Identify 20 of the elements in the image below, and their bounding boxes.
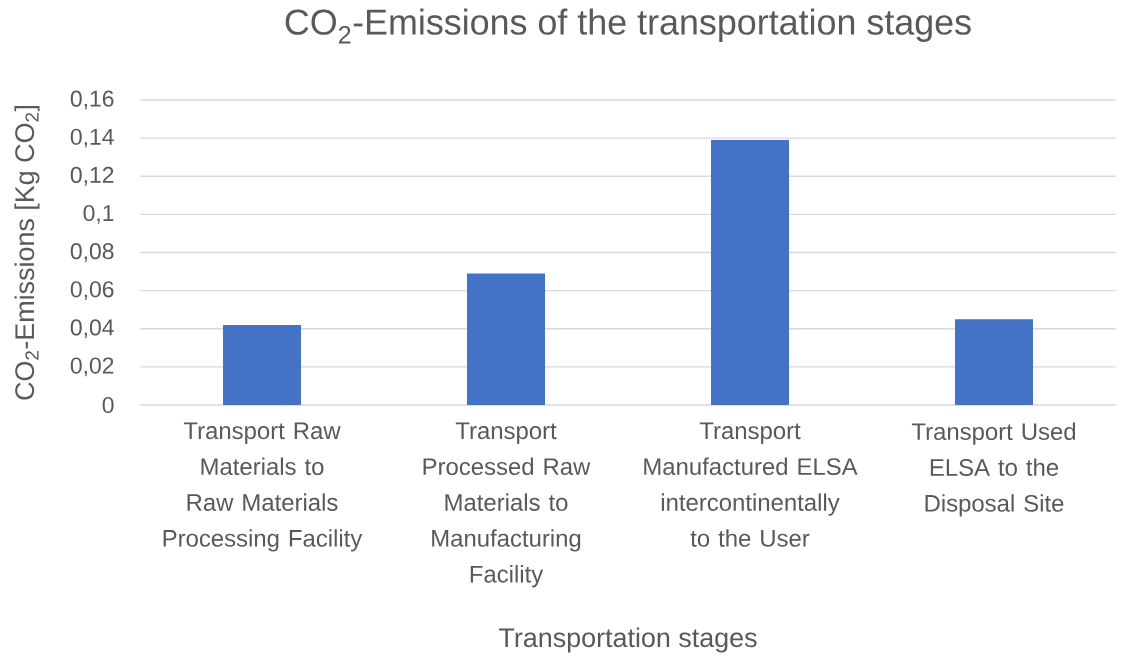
x-tick-label: Transport Processed Raw Materials to Manufacturing Facility	[423, 422, 591, 588]
y-tick-label: 0,02	[70, 357, 114, 377]
y-tick-label: 0,14	[70, 128, 114, 148]
y-tick-label: 0,06	[70, 281, 114, 301]
x-tick-label: Transport Used ELSA to the Disposal Site	[911, 422, 1076, 517]
chart-title: CO$_{2}$-Emissions of the transportation stages	[285, 8, 971, 44]
x-axis-title: Transportation stages	[499, 627, 757, 653]
y-axis-title: CO$_{2}$-Emissions [Kg CO$_{2}$]	[14, 105, 40, 400]
bar	[223, 324, 301, 405]
y-tick-label: 0	[102, 396, 114, 414]
y-tick-label: 0,04	[70, 319, 114, 339]
y-tick-label: 0,12	[70, 166, 114, 186]
x-tick-label: Transport Manufactured ELSA intercontinentally to the User	[644, 422, 858, 547]
x-tick-label: Transport Raw Materials to Raw Materials Processing Facility	[163, 422, 363, 552]
bar	[955, 319, 1034, 405]
bar	[711, 140, 790, 405]
bar	[467, 273, 545, 405]
y-tick-label: 0,16	[70, 90, 114, 110]
y-tick-label: 0,1	[83, 204, 114, 224]
y-tick-label: 0,08	[70, 243, 114, 262]
